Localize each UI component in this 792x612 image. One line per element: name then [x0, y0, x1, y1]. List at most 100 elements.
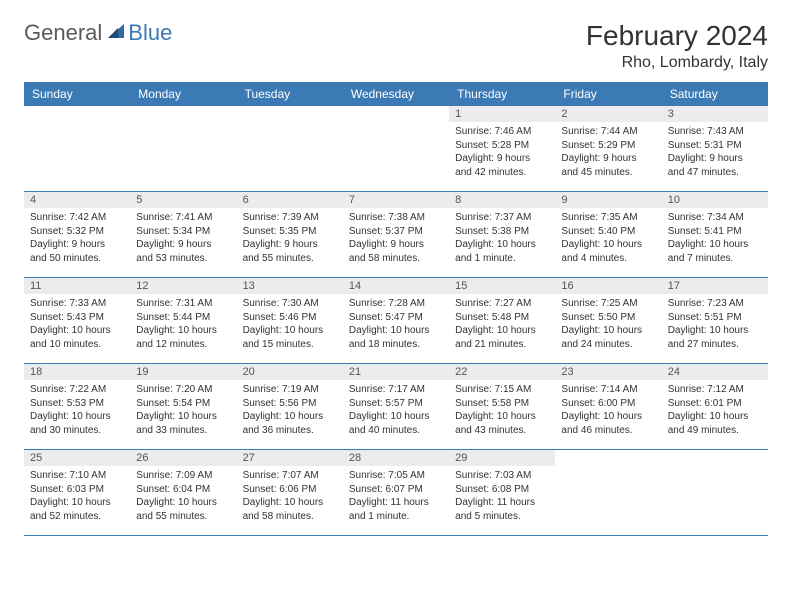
calendar-cell: 23Sunrise: 7:14 AMSunset: 6:00 PMDayligh… [555, 364, 661, 450]
sunset-text: Sunset: 5:31 PM [668, 139, 762, 153]
sunset-text: Sunset: 6:07 PM [349, 483, 443, 497]
sunrise-text: Sunrise: 7:17 AM [349, 383, 443, 397]
day-number: 25 [24, 450, 130, 466]
sunset-text: Sunset: 5:50 PM [561, 311, 655, 325]
day-content: Sunrise: 7:05 AMSunset: 6:07 PMDaylight:… [343, 466, 449, 527]
day-content: Sunrise: 7:37 AMSunset: 5:38 PMDaylight:… [449, 208, 555, 269]
day-number: 3 [662, 106, 768, 122]
day-content: Sunrise: 7:14 AMSunset: 6:00 PMDaylight:… [555, 380, 661, 441]
calendar-cell [343, 106, 449, 192]
day-content: Sunrise: 7:35 AMSunset: 5:40 PMDaylight:… [555, 208, 661, 269]
day-content: Sunrise: 7:03 AMSunset: 6:08 PMDaylight:… [449, 466, 555, 527]
daylight-text: Daylight: 10 hours and 33 minutes. [136, 410, 230, 437]
sunrise-text: Sunrise: 7:41 AM [136, 211, 230, 225]
daylight-text: Daylight: 9 hours and 50 minutes. [30, 238, 124, 265]
daylight-text: Daylight: 9 hours and 53 minutes. [136, 238, 230, 265]
sunrise-text: Sunrise: 7:35 AM [561, 211, 655, 225]
calendar-cell: 22Sunrise: 7:15 AMSunset: 5:58 PMDayligh… [449, 364, 555, 450]
logo: General Blue [24, 20, 172, 46]
day-content: Sunrise: 7:07 AMSunset: 6:06 PMDaylight:… [237, 466, 343, 527]
calendar-cell: 26Sunrise: 7:09 AMSunset: 6:04 PMDayligh… [130, 450, 236, 536]
day-header-friday: Friday [555, 82, 661, 106]
title-block: February 2024 Rho, Lombardy, Italy [586, 20, 768, 72]
calendar-cell: 7Sunrise: 7:38 AMSunset: 5:37 PMDaylight… [343, 192, 449, 278]
sunset-text: Sunset: 5:32 PM [30, 225, 124, 239]
day-number: 6 [237, 192, 343, 208]
day-header-wednesday: Wednesday [343, 82, 449, 106]
daylight-text: Daylight: 9 hours and 58 minutes. [349, 238, 443, 265]
calendar-cell: 8Sunrise: 7:37 AMSunset: 5:38 PMDaylight… [449, 192, 555, 278]
day-header-sunday: Sunday [24, 82, 130, 106]
day-content: Sunrise: 7:23 AMSunset: 5:51 PMDaylight:… [662, 294, 768, 355]
day-content: Sunrise: 7:33 AMSunset: 5:43 PMDaylight:… [24, 294, 130, 355]
day-number: 18 [24, 364, 130, 380]
sunrise-text: Sunrise: 7:34 AM [668, 211, 762, 225]
daylight-text: Daylight: 10 hours and 46 minutes. [561, 410, 655, 437]
calendar-cell: 4 Sunrise: 7:42 AMSunset: 5:32 PMDaylight… [24, 192, 130, 278]
calendar-cell: 6Sunrise: 7:39 AMSunset: 5:35 PMDaylight… [237, 192, 343, 278]
daylight-text: Daylight: 11 hours and 5 minutes. [455, 496, 549, 523]
sunset-text: Sunset: 5:48 PM [455, 311, 549, 325]
calendar-cell: 27Sunrise: 7:07 AMSunset: 6:06 PMDayligh… [237, 450, 343, 536]
daylight-text: Daylight: 10 hours and 40 minutes. [349, 410, 443, 437]
day-number: 22 [449, 364, 555, 380]
sunrise-text: Sunrise: 7:44 AM [561, 125, 655, 139]
daylight-text: Daylight: 10 hours and 55 minutes. [136, 496, 230, 523]
calendar-cell: 24Sunrise: 7:12 AMSunset: 6:01 PMDayligh… [662, 364, 768, 450]
sunrise-text: Sunrise: 7:25 AM [561, 297, 655, 311]
sunset-text: Sunset: 5:44 PM [136, 311, 230, 325]
sunrise-text: Sunrise: 7:14 AM [561, 383, 655, 397]
logo-text-blue: Blue [128, 20, 172, 46]
sunset-text: Sunset: 5:34 PM [136, 225, 230, 239]
calendar-cell: 25Sunrise: 7:10 AMSunset: 6:03 PMDayligh… [24, 450, 130, 536]
calendar-cell: 10Sunrise: 7:34 AMSunset: 5:41 PMDayligh… [662, 192, 768, 278]
calendar-cell: 21Sunrise: 7:17 AMSunset: 5:57 PMDayligh… [343, 364, 449, 450]
day-header-tuesday: Tuesday [237, 82, 343, 106]
sunset-text: Sunset: 5:51 PM [668, 311, 762, 325]
daylight-text: Daylight: 10 hours and 21 minutes. [455, 324, 549, 351]
calendar-cell: 19Sunrise: 7:20 AMSunset: 5:54 PMDayligh… [130, 364, 236, 450]
day-number: 4 [24, 192, 130, 208]
calendar-cell: 15Sunrise: 7:27 AMSunset: 5:48 PMDayligh… [449, 278, 555, 364]
day-header-monday: Monday [130, 82, 236, 106]
sunset-text: Sunset: 5:46 PM [243, 311, 337, 325]
sunrise-text: Sunrise: 7:30 AM [243, 297, 337, 311]
day-content: Sunrise: 7:10 AMSunset: 6:03 PMDaylight:… [24, 466, 130, 527]
sunrise-text: Sunrise: 7:23 AM [668, 297, 762, 311]
daylight-text: Daylight: 11 hours and 1 minute. [349, 496, 443, 523]
daylight-text: Daylight: 10 hours and 58 minutes. [243, 496, 337, 523]
day-header-saturday: Saturday [662, 82, 768, 106]
calendar-cell: 12Sunrise: 7:31 AMSunset: 5:44 PMDayligh… [130, 278, 236, 364]
calendar-cell [662, 450, 768, 536]
sunrise-text: Sunrise: 7:03 AM [455, 469, 549, 483]
day-content: Sunrise: 7:41 AMSunset: 5:34 PMDaylight:… [130, 208, 236, 269]
sunrise-text: Sunrise: 7:39 AM [243, 211, 337, 225]
sunset-text: Sunset: 5:43 PM [30, 311, 124, 325]
day-content: Sunrise: 7:30 AMSunset: 5:46 PMDaylight:… [237, 294, 343, 355]
day-number: 27 [237, 450, 343, 466]
calendar-cell: 2Sunrise: 7:44 AMSunset: 5:29 PMDaylight… [555, 106, 661, 192]
sunrise-text: Sunrise: 7:38 AM [349, 211, 443, 225]
day-number: 16 [555, 278, 661, 294]
sunset-text: Sunset: 6:08 PM [455, 483, 549, 497]
day-number: 11 [24, 278, 130, 294]
daylight-text: Daylight: 10 hours and 27 minutes. [668, 324, 762, 351]
day-content: Sunrise: 7:09 AMSunset: 6:04 PMDaylight:… [130, 466, 236, 527]
sunrise-text: Sunrise: 7:05 AM [349, 469, 443, 483]
day-content: Sunrise: 7:17 AMSunset: 5:57 PMDaylight:… [343, 380, 449, 441]
month-title: February 2024 [586, 20, 768, 52]
daylight-text: Daylight: 9 hours and 55 minutes. [243, 238, 337, 265]
day-number: 21 [343, 364, 449, 380]
day-number: 10 [662, 192, 768, 208]
sunrise-text: Sunrise: 7:27 AM [455, 297, 549, 311]
day-number: 13 [237, 278, 343, 294]
calendar-cell: 3Sunrise: 7:43 AMSunset: 5:31 PMDaylight… [662, 106, 768, 192]
daylight-text: Daylight: 9 hours and 45 minutes. [561, 152, 655, 179]
daylight-text: Daylight: 10 hours and 7 minutes. [668, 238, 762, 265]
sunrise-text: Sunrise: 7:10 AM [30, 469, 124, 483]
day-number: 23 [555, 364, 661, 380]
sunrise-text: Sunrise: 7:46 AM [455, 125, 549, 139]
sunrise-text: Sunrise: 7:42 AM [30, 211, 124, 225]
daylight-text: Daylight: 10 hours and 12 minutes. [136, 324, 230, 351]
daylight-text: Daylight: 9 hours and 42 minutes. [455, 152, 549, 179]
